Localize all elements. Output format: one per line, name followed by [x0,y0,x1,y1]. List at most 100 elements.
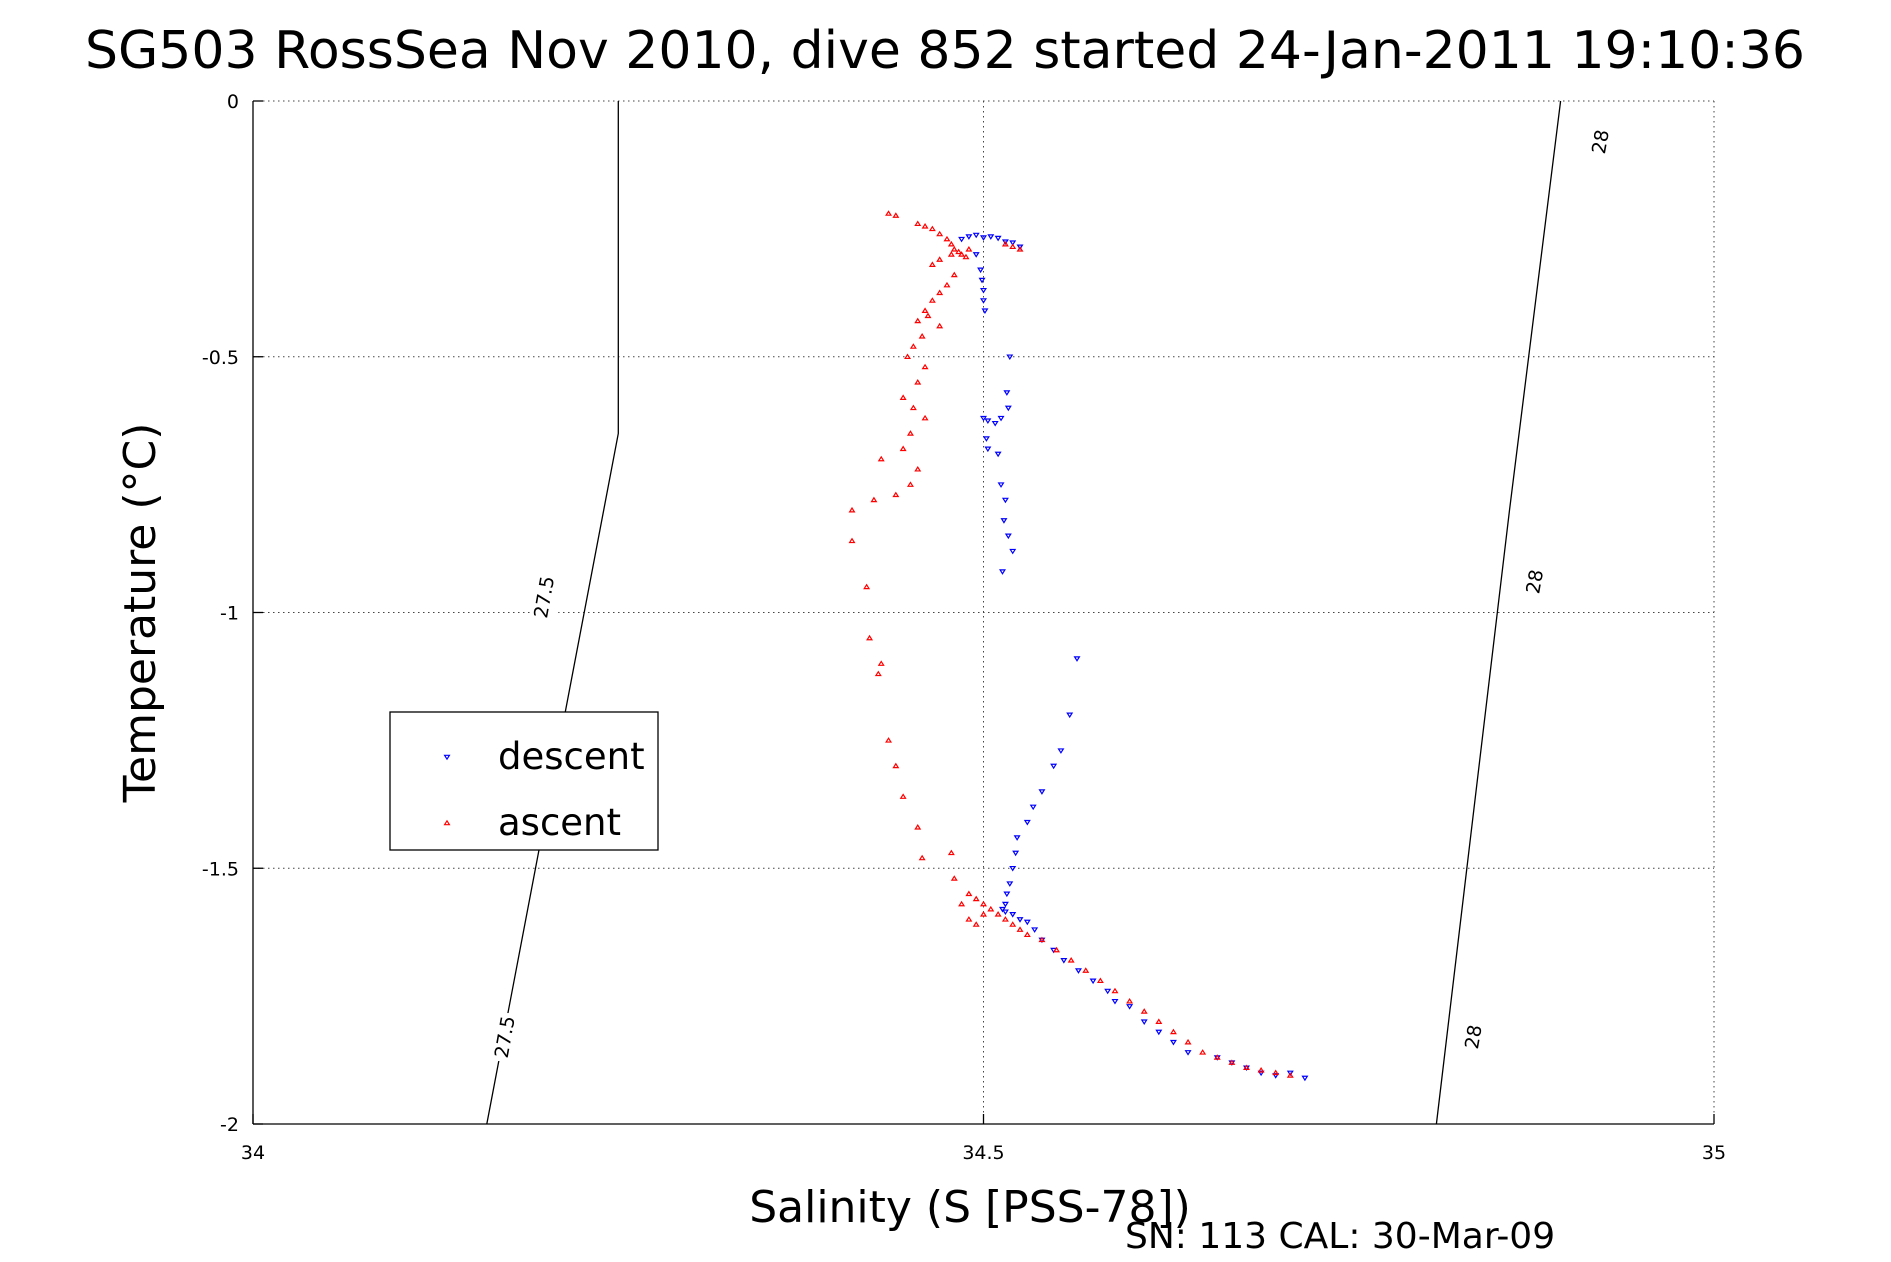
data-point-ascent [950,246,958,252]
data-point-ascent [950,875,958,881]
data-point-ascent [965,916,973,922]
data-point-ascent [904,353,912,360]
data-point-descent [1050,763,1058,770]
data-point-descent [1023,919,1031,926]
data-point-descent [987,234,995,240]
data-point-ascent [921,414,929,421]
data-point-descent [1023,819,1031,826]
data-point-descent [981,308,989,315]
data-point-ascent [921,363,929,370]
data-point-descent [994,451,1002,458]
data-point-ascent [972,895,980,902]
data-point-descent [1038,789,1046,795]
legend-marker-ascent [443,819,451,826]
data-point-ascent [848,537,856,544]
y-axis-label: Temperature (°C) [115,423,166,804]
data-point-ascent [987,905,995,912]
data-point-ascent [1009,243,1017,250]
data-point-ascent [962,253,970,260]
data-point-ascent [1001,916,1009,922]
data-point-ascent [947,240,955,247]
data-point-ascent [1126,997,1134,1004]
data-point-descent [1184,1050,1192,1056]
data-point-descent [978,277,986,284]
data-point-descent [977,267,985,274]
data-point-ascent [924,312,932,319]
data-point-ascent [909,404,917,411]
data-point-ascent [892,491,900,498]
data-point-ascent [918,332,926,339]
data-point-ascent [980,900,987,907]
data-point-ascent [1286,1072,1294,1078]
data-point-ascent [965,246,973,252]
data-point-ascent [980,910,987,917]
x-tick-label: 34.5 [962,1142,1004,1164]
data-point-descent [1001,497,1009,504]
density-contour-28 [1435,100,1562,1125]
data-point-ascent [1184,1038,1192,1045]
contour-label-bg [1588,117,1615,166]
data-point-ascent [1016,926,1024,932]
data-point-ascent [909,343,917,349]
data-point-ascent [906,430,914,436]
data-point-ascent [1228,1059,1236,1065]
data-point-ascent [914,220,922,227]
data-point-ascent [870,496,878,503]
data-point-descent [980,287,987,294]
data-point-descent [1013,835,1021,841]
data-point-descent [1009,240,1017,246]
y-tick-label: -2 [220,1114,239,1136]
data-point-ascent [892,212,900,218]
data-point-descent [1066,712,1074,719]
legend-marker-descent [443,754,451,761]
data-point-ascent [1016,246,1024,252]
data-point-ascent [947,849,955,856]
data-point-ascent [1111,987,1119,994]
data-point-descent [1006,881,1014,887]
x-axis-label: Salinity (S [PSS-78]) [749,1182,1191,1233]
data-point-ascent [965,890,973,897]
data-point-ascent [947,251,955,257]
y-tick-label: -0.5 [202,347,239,369]
contour-label-28: 28 [1522,568,1548,596]
legend-label-ascent: ascent [498,801,621,844]
data-point-descent [1003,891,1011,898]
data-point-ascent [936,256,944,262]
data-point-descent [1257,1070,1265,1077]
data-point-ascent [928,261,936,267]
data-point-descent [1029,804,1037,811]
data-point-descent [1155,1029,1163,1036]
data-point-ascent [899,394,907,400]
data-point-descent [1169,1039,1177,1046]
data-point-ascent [921,223,929,229]
data-point-descent [1016,917,1024,923]
data-point-ascent [955,248,963,255]
chart-title: SG503 RossSea Nov 2010, dive 852 started… [85,21,1805,81]
data-point-descent [1286,1070,1294,1077]
y-tick-label: 0 [227,91,239,113]
data-point-descent [991,420,999,427]
data-point-ascent [885,210,893,216]
data-point-ascent [877,455,885,462]
data-point-descent [958,236,966,243]
data-point-descent [1009,912,1017,918]
data-point-descent [1089,978,1097,985]
data-point-descent [980,298,987,304]
data-point-ascent [1023,931,1031,938]
data-point-ascent [866,634,874,641]
data-point-descent [980,415,987,422]
data-point-ascent [936,289,944,296]
data-point-descent [999,569,1006,575]
data-point-ascent [863,583,871,590]
data-point-ascent [918,854,926,861]
data-point-ascent [936,322,944,329]
data-point-ascent [1067,957,1075,963]
data-point-ascent [914,317,922,324]
data-point-ascent [1140,1008,1148,1014]
series-ascent [848,210,1294,1078]
data-point-ascent [874,670,882,677]
data-point-ascent [914,824,922,830]
data-point-ascent [906,481,914,487]
